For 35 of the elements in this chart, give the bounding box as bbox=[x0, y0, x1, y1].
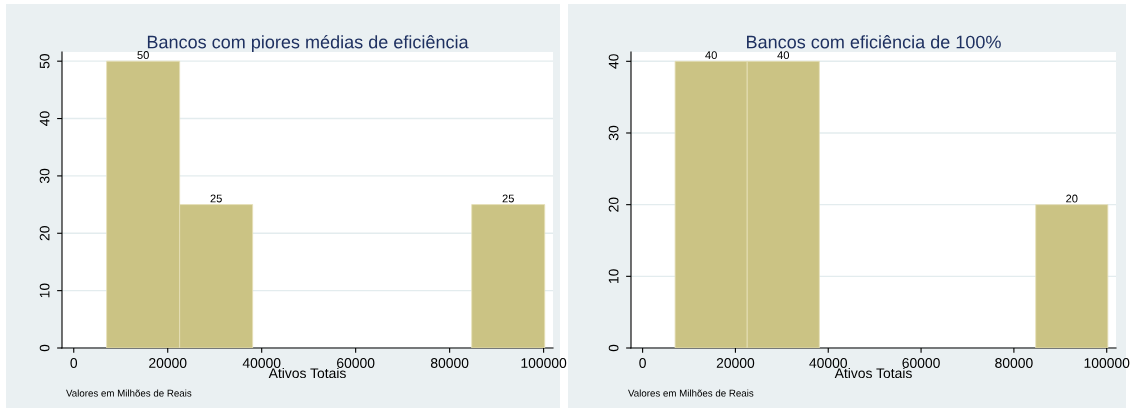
y-tick-label: 10 bbox=[608, 269, 619, 283]
y-tick-label: 10 bbox=[39, 283, 50, 298]
y-tick-label: 30 bbox=[39, 168, 50, 184]
text: Valores em Milhões de Reais bbox=[628, 389, 754, 397]
x-axis-title: Ativos Totais bbox=[834, 367, 912, 379]
x-tick-label: 40000 bbox=[242, 358, 281, 368]
data-label: 25 bbox=[502, 194, 514, 203]
x-tick-label: 0 bbox=[70, 358, 78, 368]
x-tick-label: 80000 bbox=[995, 358, 1033, 368]
y-tick-label: 40 bbox=[608, 54, 619, 69]
x-tick-label: 80000 bbox=[430, 358, 469, 368]
x-tick-label: 40000 bbox=[809, 358, 848, 368]
y-tick-label: 0 bbox=[39, 344, 50, 352]
x-tick-label: 100000 bbox=[1084, 358, 1130, 368]
x-tick-label: 100000 bbox=[521, 358, 567, 368]
x-tick-label: 0 bbox=[639, 358, 646, 368]
y-tick-label: 30 bbox=[608, 125, 619, 141]
text: Valores em Milhões de Reais bbox=[66, 389, 192, 397]
x-tick-label: 20000 bbox=[149, 358, 187, 368]
data-label: 40 bbox=[777, 51, 790, 60]
data-label: 40 bbox=[705, 51, 717, 60]
y-tick-label: 20 bbox=[39, 226, 50, 241]
y-tick-label: 40 bbox=[39, 111, 50, 126]
data-label: 25 bbox=[210, 194, 222, 203]
chart-title: Bancos com eficiência de 100% bbox=[747, 35, 1001, 49]
x-axis-title: Ativos Totais bbox=[268, 367, 346, 379]
x-tick-label: 60000 bbox=[902, 358, 940, 368]
x-tick-label: 20000 bbox=[716, 358, 755, 368]
data-label: 50 bbox=[137, 51, 149, 59]
y-tick-label: 0 bbox=[608, 344, 619, 352]
y-tick-label: 20 bbox=[608, 197, 619, 212]
x-tick-label: 60000 bbox=[337, 358, 375, 368]
chart-title: Bancos com piores médias de eficiência bbox=[147, 34, 469, 52]
data-label: 20 bbox=[1066, 194, 1078, 203]
y-tick-label: 50 bbox=[39, 54, 50, 69]
